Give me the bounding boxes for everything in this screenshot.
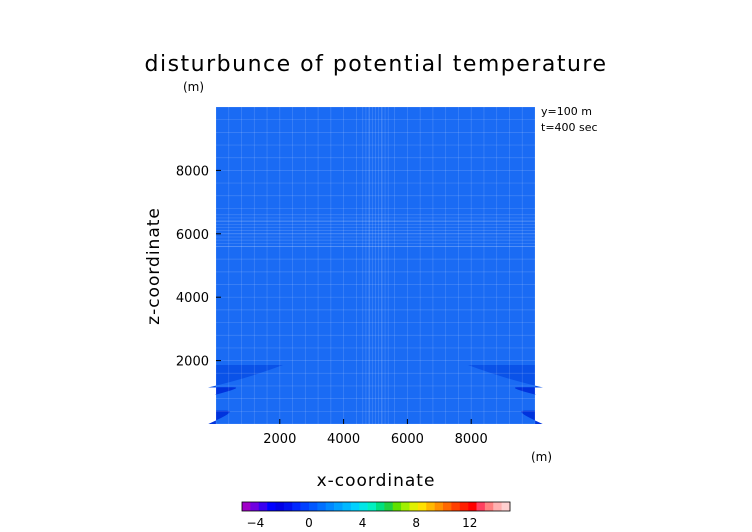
y-axis-label: z-coordinate <box>144 207 164 325</box>
y-tick-label: 2000 <box>176 355 209 370</box>
annotation-y: y=100 m <box>541 105 592 118</box>
colorbar-swatch <box>359 502 368 511</box>
colorbar-swatch <box>267 502 276 511</box>
colorbar-swatch <box>275 502 285 511</box>
x-tick-label: 8000 <box>455 432 488 447</box>
colorbar-swatch <box>459 502 469 511</box>
colorbar-swatch <box>426 502 435 511</box>
y-axis-ticks: 2000 4000 6000 8000 <box>176 164 221 370</box>
colorbar-swatch <box>350 502 360 511</box>
colorbar-swatch <box>334 502 343 511</box>
colorbar-tick-label: −4 <box>247 516 265 530</box>
colorbar <box>241 501 511 512</box>
contour-region-left-1 <box>214 387 237 395</box>
x-tick-label: 4000 <box>327 432 360 447</box>
colorbar-swatch <box>367 502 377 511</box>
y-tick-label: 8000 <box>176 164 209 179</box>
colorbar-swatch <box>283 502 293 511</box>
colorbar-swatch <box>317 502 327 511</box>
colorbar-swatch <box>434 502 444 511</box>
colorbar-swatch <box>409 502 419 511</box>
contour-region-right-1 <box>514 387 537 395</box>
colorbar-swatch <box>325 502 335 511</box>
contour-region-right-0 <box>468 365 544 388</box>
colorbar-swatch <box>392 502 402 511</box>
colorbar-tick-label: 0 <box>305 516 313 530</box>
plot-area <box>207 106 544 425</box>
x-tick-label: 6000 <box>391 432 424 447</box>
x-axis-ticks: 2000 4000 6000 8000 <box>263 419 488 447</box>
colorbar-swatch <box>417 502 427 511</box>
contour-region-right-2 <box>521 410 543 424</box>
chart-title: disturbunce of potential temperature <box>145 52 608 77</box>
colorbar-swatch <box>451 502 461 511</box>
colorbar-swatch <box>443 502 452 511</box>
colorbar-swatch <box>493 502 502 511</box>
colorbar-swatch <box>476 502 486 511</box>
colorbar-swatch <box>342 502 352 511</box>
colorbar-labels: −4 0 4 8 12 <box>247 516 478 530</box>
x-axis-label: x-coordinate <box>317 471 436 491</box>
colorbar-swatch <box>258 502 268 511</box>
colorbar-swatch <box>250 502 260 511</box>
colorbar-swatch <box>242 502 251 511</box>
contour-region-left-0 <box>207 365 283 388</box>
colorbar-frame <box>241 501 511 512</box>
colorbar-swatch <box>468 502 477 511</box>
x-tick-label: 2000 <box>263 432 296 447</box>
colorbar-swatch <box>501 502 511 511</box>
colorbar-tick-label: 4 <box>359 516 367 530</box>
colorbar-swatch <box>401 502 410 511</box>
colorbar-swatch <box>376 502 385 511</box>
colorbar-swatch <box>300 502 310 511</box>
field-background <box>216 107 535 424</box>
colorbar-tick-label: 12 <box>462 516 477 530</box>
title-unit: (m) <box>183 80 204 94</box>
colorbar-swatch <box>384 502 394 511</box>
contour-region-left-2 <box>208 410 230 424</box>
y-tick-label: 4000 <box>176 291 209 306</box>
colorbar-swatch <box>309 502 318 511</box>
x-axis-unit: (m) <box>531 450 552 464</box>
y-tick-label: 6000 <box>176 228 209 243</box>
colorbar-swatch <box>292 502 301 511</box>
annotation-t: t=400 sec <box>541 121 598 134</box>
colorbar-tick-label: 8 <box>412 516 420 530</box>
colorbar-swatch <box>484 502 494 511</box>
